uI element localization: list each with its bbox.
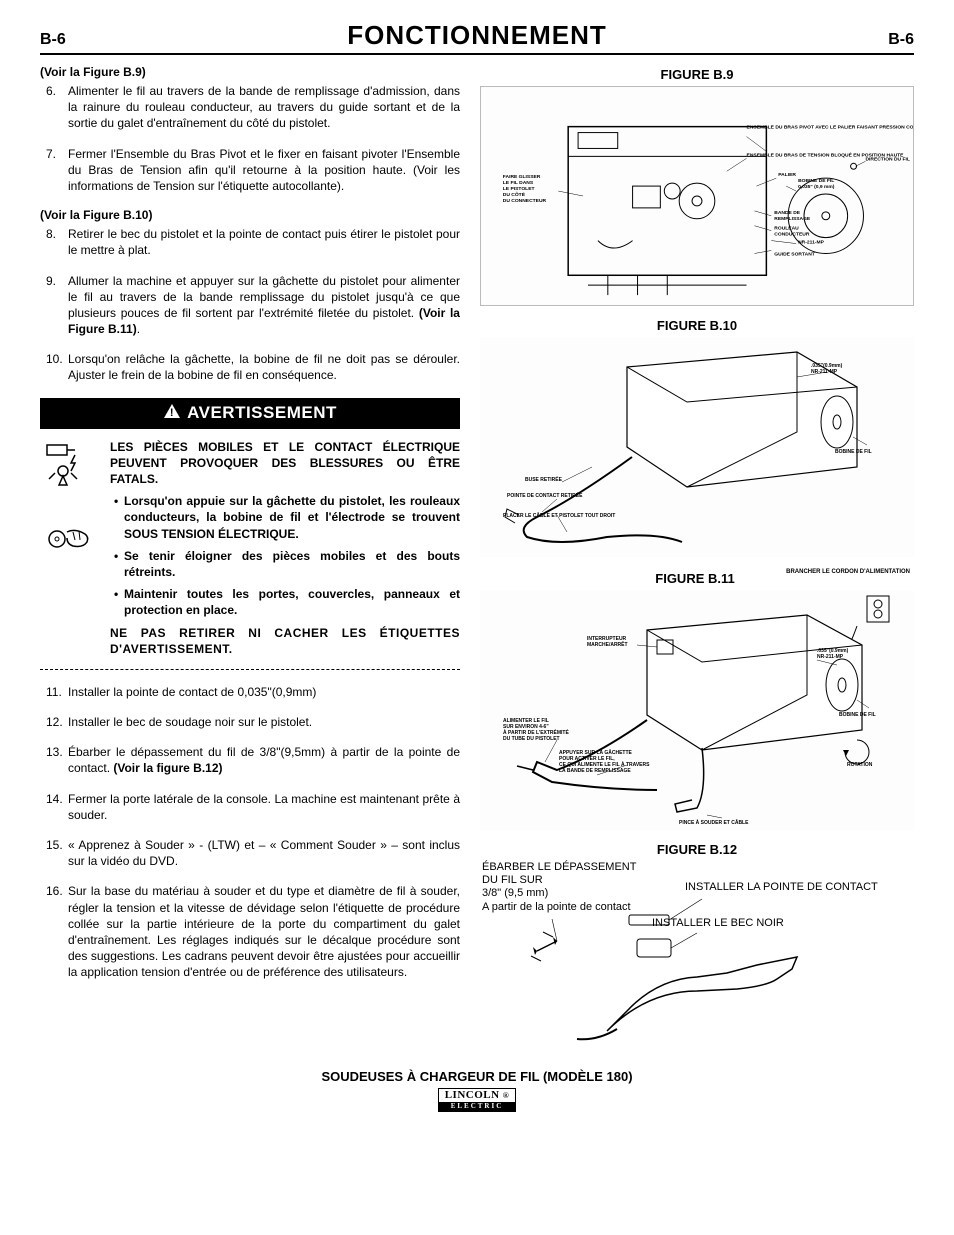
shock-hazard-icon <box>45 443 95 492</box>
figure-b9-title: FIGURE B.9 <box>480 67 914 82</box>
svg-text:BOBINE DE FIL0,035" (0,9 mm): BOBINE DE FIL0,035" (0,9 mm) <box>798 178 835 190</box>
figure-b10-title: FIGURE B.10 <box>480 318 914 333</box>
step-11: 11.Installer la pointe de contact de 0,0… <box>68 684 460 700</box>
svg-text:ALIMENTER LE FILSUR ENVIRON 4-: ALIMENTER LE FILSUR ENVIRON 4-6"À PARTIR… <box>503 718 569 742</box>
svg-text:APPUYER SUR LA GÂCHETTEPOUR AC: APPUYER SUR LA GÂCHETTEPOUR ACTIVER LE F… <box>559 749 650 774</box>
figure-b11: INTERRUPTEURMARCHE/ARRÊT .035"(0.9mm)NR-… <box>480 590 914 830</box>
step-14: 14.Fermer la porte latérale de la consol… <box>68 791 460 823</box>
page-footer: SOUDEUSES À CHARGEUR DE FIL (MODÈLE 180)… <box>40 1069 914 1112</box>
svg-text:.035"(0.9mm)NR-211-MP: .035"(0.9mm)NR-211-MP <box>811 363 843 375</box>
warning-footer: NE PAS RETIRER NI CACHER LES ÉTIQUETTES … <box>110 625 460 657</box>
svg-text:!: ! <box>170 407 174 419</box>
step-7: 7.Fermer l'Ensemble du Bras Pivot et le … <box>68 146 460 195</box>
svg-text:ENSEMBLE DU BRAS PIVOT AVEC LE: ENSEMBLE DU BRAS PIVOT AVEC LE PALIER FA… <box>747 125 913 131</box>
figure-b12-label-nozzle: INSTALLER LE BEC NOIR <box>652 917 784 930</box>
footer-model: SOUDEUSES À CHARGEUR DE FIL (MODÈLE 180) <box>40 1069 914 1084</box>
warning-body: LES PIÈCES MOBILES ET LE CONTACT ÉLECTRI… <box>40 439 460 657</box>
warning-triangle-icon: ! <box>163 403 181 424</box>
step-16: 16.Sur la base du matériau à souder et d… <box>68 883 460 980</box>
svg-text:PALIER: PALIER <box>778 172 796 178</box>
figure-b12: ÉBARBER LE DÉPASSEMENT DU FIL SUR 3/8" (… <box>480 861 914 1051</box>
left-column: (Voir la Figure B.9) 6.Alimenter le fil … <box>40 65 460 1051</box>
step-13: 13.Ébarber le dépassement du fil de 3/8"… <box>68 744 460 776</box>
page-title: FONCTIONNEMENT <box>347 20 607 51</box>
figure-b12-label-tip: INSTALLER LA POINTE DE CONTACT <box>685 881 878 894</box>
figure-b12-label-trim: ÉBARBER LE DÉPASSEMENT DU FIL SUR 3/8" (… <box>482 861 636 914</box>
step-12: 12.Installer le bec de soudage noir sur … <box>68 714 460 730</box>
step-9: 9.Allumer la machine et appuyer sur la g… <box>68 273 460 338</box>
svg-text:DIRECTION DU FIL: DIRECTION DU FIL <box>865 156 909 162</box>
svg-text:GUIDE SORTANT: GUIDE SORTANT <box>774 251 815 257</box>
warning-banner: ! AVERTISSEMENT <box>40 398 460 429</box>
warning-bullet-3: Maintenir toutes les portes, couvercles,… <box>118 586 460 618</box>
svg-text:INTERRUPTEURMARCHE/ARRÊT: INTERRUPTEURMARCHE/ARRÊT <box>587 636 628 648</box>
ref-figure-b9: (Voir la Figure B.9) <box>40 65 460 79</box>
figure-b11-title: FIGURE B.11 <box>655 571 734 586</box>
step-6: 6.Alimenter le fil au travers de la band… <box>68 83 460 132</box>
svg-text:BOBINE DE FIL: BOBINE DE FIL <box>839 712 876 718</box>
page-num-left: B-6 <box>40 31 66 49</box>
warning-bullet-1: Lorsqu'on appuie sur la gâchette du pist… <box>118 493 460 542</box>
svg-text:PINCE À SOUDER ET CÂBLE: PINCE À SOUDER ET CÂBLE <box>679 819 749 826</box>
svg-text:FAIRE GLISSERLE FIL DANSLE PIS: FAIRE GLISSERLE FIL DANSLE PISTOLETDU CÔ… <box>503 174 547 204</box>
ref-figure-b10: (Voir la Figure B.10) <box>40 208 460 222</box>
figure-b10: .035"(0.9mm)NR-211-MP BUSE RETIRÉE POINT… <box>480 337 914 557</box>
pinch-hazard-icon <box>45 522 95 559</box>
figure-b12-title: FIGURE B.12 <box>480 842 914 857</box>
svg-text:POINTE DE CONTACT RETIRÉE: POINTE DE CONTACT RETIRÉE <box>507 491 583 499</box>
svg-text:ROTATION: ROTATION <box>847 762 873 768</box>
figure-b9: ENSEMBLE DU BRAS PIVOT AVEC LE PALIER FA… <box>480 86 914 306</box>
page-header: B-6 FONCTIONNEMENT B-6 <box>40 20 914 55</box>
divider <box>40 669 460 670</box>
figure-b11-plug-label: BRANCHER LE CORDON D'ALIMENTATION <box>735 569 914 576</box>
warning-lead: LES PIÈCES MOBILES ET LE CONTACT ÉLECTRI… <box>110 439 460 488</box>
svg-text:BUSE RETIRÉE: BUSE RETIRÉE <box>525 475 563 483</box>
step-15: 15.« Apprenez à Souder » - (LTW) et – « … <box>68 837 460 869</box>
lincoln-logo: LINCOLN ® ELECTRIC <box>438 1088 517 1112</box>
page-num-right: B-6 <box>888 31 914 49</box>
svg-text:BOBINE DE FIL: BOBINE DE FIL <box>835 449 872 455</box>
right-column: FIGURE B.9 <box>480 65 914 1051</box>
svg-text:ROULEAUCONDUCTEUR: ROULEAUCONDUCTEUR <box>774 226 810 238</box>
svg-text:PLACER LE CÂBLE ET PISTOLET TO: PLACER LE CÂBLE ET PISTOLET TOUT DROIT <box>503 512 615 519</box>
svg-text:NR-211-MP: NR-211-MP <box>798 240 824 246</box>
step-10: 10.Lorsqu'on relâche la gâchette, la bob… <box>68 351 460 383</box>
svg-text:BANDE DEREMPLISSAGE: BANDE DEREMPLISSAGE <box>774 210 811 222</box>
warning-bullet-2: Se tenir éloigner des pièces mobiles et … <box>118 548 460 580</box>
step-8: 8.Retirer le bec du pistolet et la point… <box>68 226 460 258</box>
